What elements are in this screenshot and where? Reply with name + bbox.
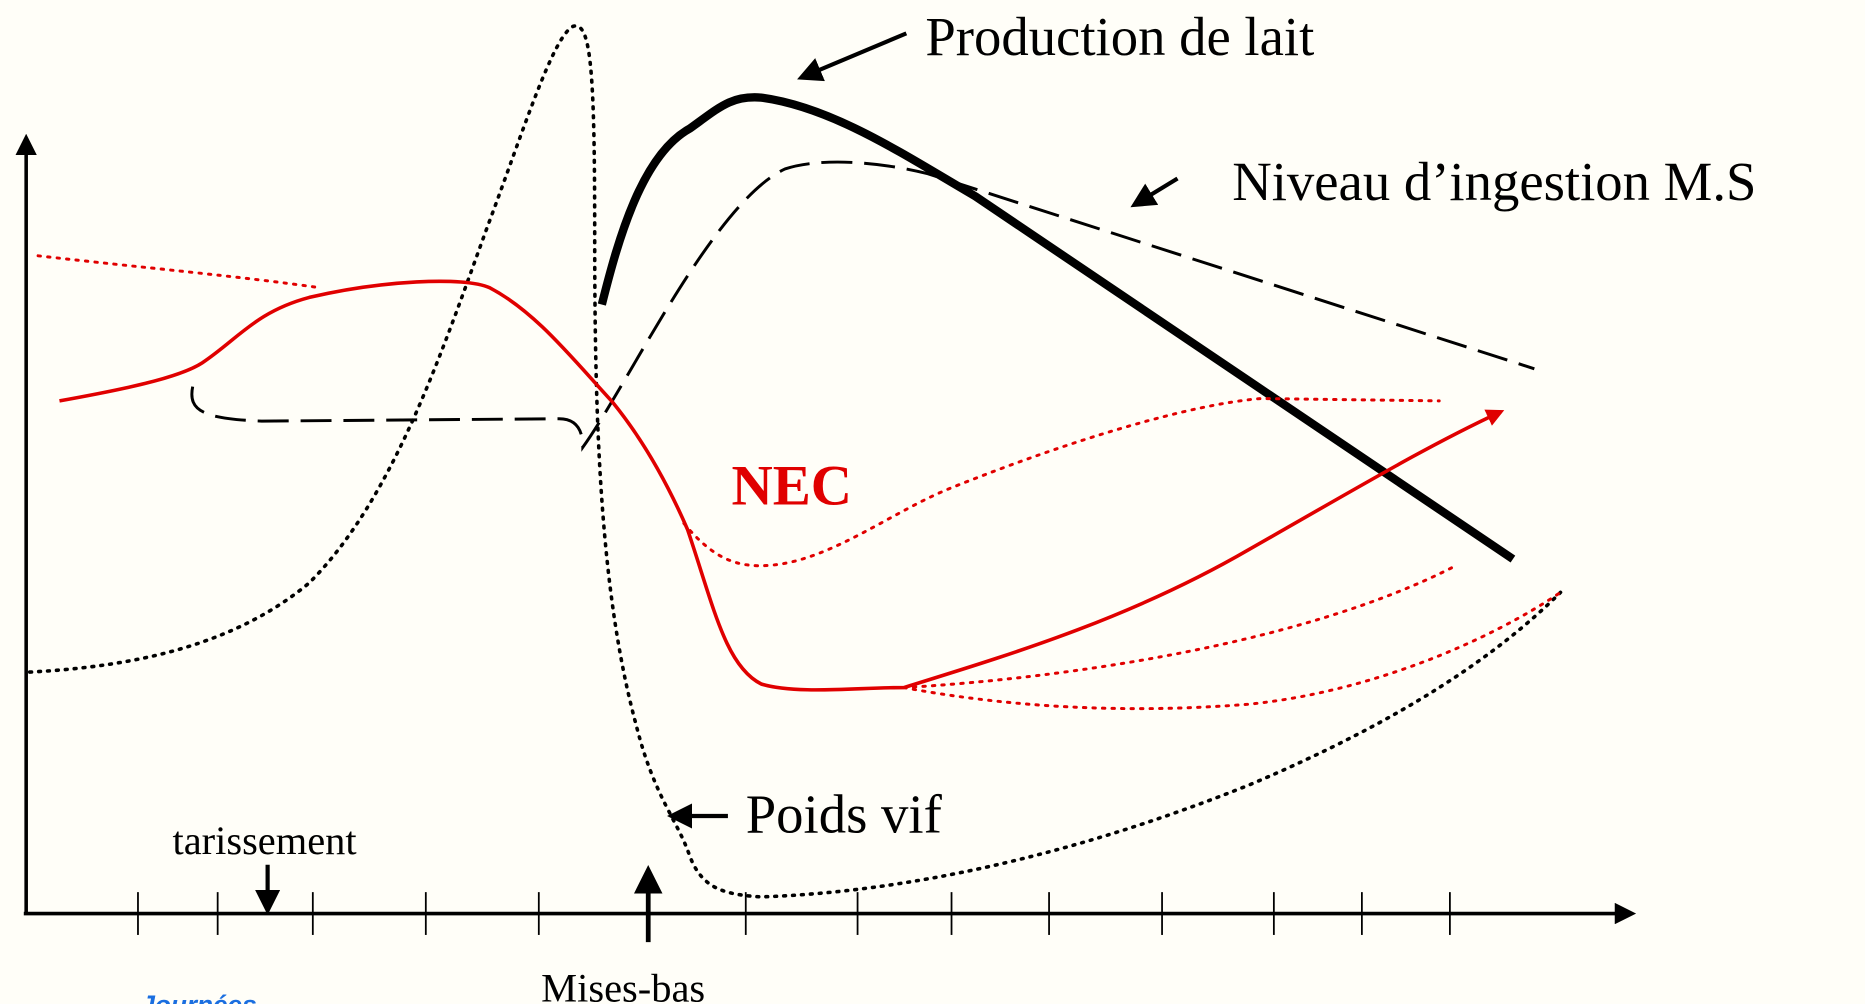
nec-curve <box>59 279 1505 692</box>
label: Journées <box>140 989 256 1004</box>
label: NEC <box>731 454 852 517</box>
arrow <box>797 31 908 82</box>
label: tarissement <box>172 818 356 863</box>
ingestion-curve <box>190 160 1535 452</box>
arrow <box>1130 176 1179 208</box>
label: Poids vif <box>746 784 943 845</box>
label: Mises-bas <box>541 966 705 1004</box>
milk-curve <box>597 93 1516 563</box>
label: Production de lait <box>925 6 1314 67</box>
poids-vif-curve <box>27 24 1563 899</box>
label: Niveau d’ingestion M.S <box>1232 151 1756 212</box>
nec-variants <box>36 254 1562 711</box>
ticks <box>137 892 1451 935</box>
